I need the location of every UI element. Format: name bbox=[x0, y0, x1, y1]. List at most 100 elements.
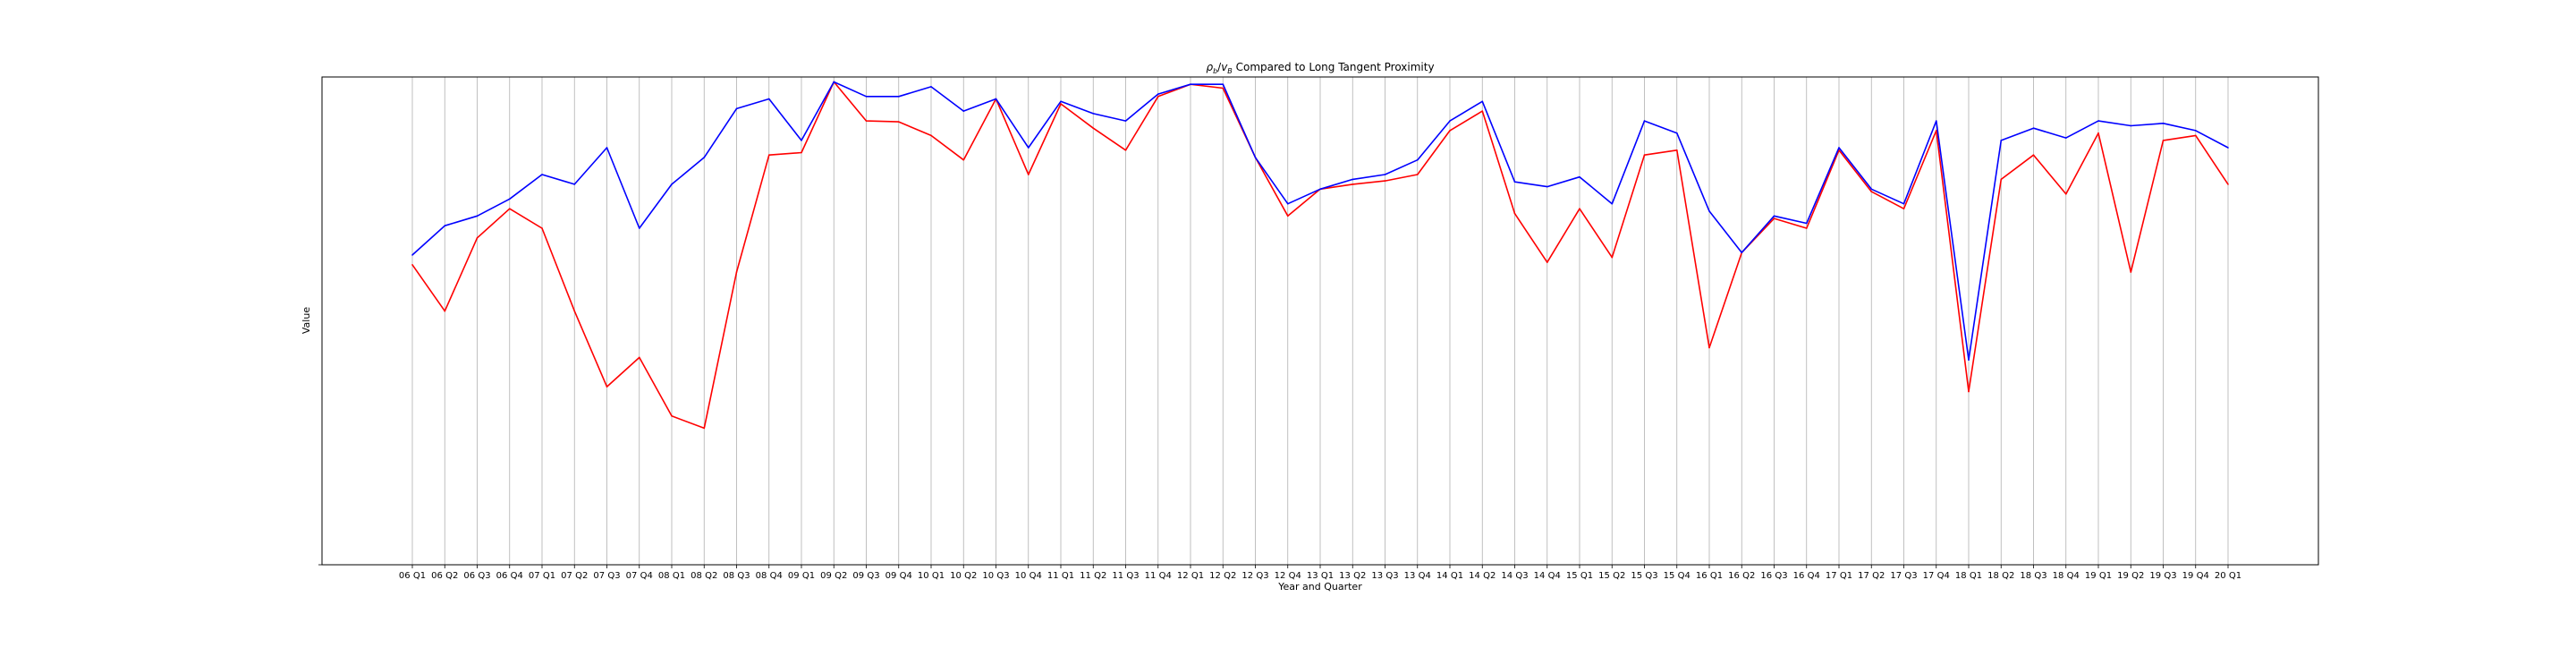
x-tick-label: 11 Q4 bbox=[1145, 571, 1172, 581]
x-tick-label: 15 Q4 bbox=[1664, 571, 1690, 581]
data-point bbox=[606, 386, 608, 388]
data-point bbox=[2162, 122, 2165, 124]
x-tick-label: 13 Q4 bbox=[1404, 571, 1431, 581]
data-point bbox=[833, 81, 835, 83]
data-point bbox=[508, 208, 511, 209]
data-point bbox=[703, 157, 706, 158]
data-point bbox=[2130, 271, 2132, 273]
data-point bbox=[703, 427, 706, 430]
data-point bbox=[1513, 181, 1516, 183]
data-point bbox=[1708, 210, 1710, 212]
x-tick-label: 12 Q4 bbox=[1275, 571, 1301, 581]
x-axis-label: Year and Quarter bbox=[1277, 581, 1362, 593]
data-point bbox=[1092, 113, 1095, 115]
data-point bbox=[1902, 202, 1905, 205]
data-point bbox=[508, 198, 511, 200]
data-point bbox=[2162, 140, 2165, 141]
data-point bbox=[1611, 256, 1614, 259]
data-point bbox=[1319, 188, 1321, 191]
data-point bbox=[2194, 134, 2197, 137]
data-point bbox=[541, 227, 543, 229]
data-point bbox=[930, 86, 932, 88]
data-point bbox=[1416, 174, 1419, 175]
x-tick-label: 11 Q2 bbox=[1080, 571, 1106, 581]
data-point bbox=[897, 96, 900, 98]
data-point bbox=[573, 183, 576, 185]
data-point bbox=[411, 264, 413, 266]
data-point bbox=[2097, 132, 2099, 134]
data-point bbox=[606, 147, 608, 149]
data-point bbox=[930, 134, 932, 137]
data-point bbox=[2227, 147, 2229, 149]
data-point bbox=[1579, 175, 1580, 178]
data-point bbox=[1481, 110, 1484, 112]
x-tick-label: 19 Q3 bbox=[2149, 571, 2176, 581]
x-tick-label: 06 Q3 bbox=[463, 571, 490, 581]
x-tick-label: 19 Q4 bbox=[2182, 571, 2209, 581]
data-point bbox=[1773, 215, 1775, 217]
x-tick-label: 17 Q3 bbox=[1890, 571, 1917, 581]
x-tick-label: 06 Q1 bbox=[399, 571, 426, 581]
data-point bbox=[962, 158, 965, 161]
x-tick-label: 17 Q2 bbox=[1858, 571, 1885, 581]
data-point bbox=[1060, 100, 1062, 103]
data-point bbox=[1902, 208, 1905, 209]
chart-title: ρb/vB Compared to Long Tangent Proximity bbox=[1206, 61, 1434, 75]
x-tick-label: 19 Q2 bbox=[2117, 571, 2144, 581]
data-point bbox=[1546, 185, 1548, 188]
title-v-sub: B bbox=[1227, 67, 1233, 75]
x-tick-label: 12 Q1 bbox=[1177, 571, 1204, 581]
data-point bbox=[1546, 261, 1548, 263]
x-tick-label: 18 Q1 bbox=[1955, 571, 1982, 581]
data-point bbox=[1935, 120, 1937, 122]
x-tick-label: 16 Q3 bbox=[1760, 571, 1787, 581]
x-tick-label: 19 Q1 bbox=[2085, 571, 2112, 581]
title-v: v bbox=[1221, 61, 1228, 73]
x-tick-label: 09 Q1 bbox=[788, 571, 815, 581]
data-point bbox=[638, 227, 640, 229]
title-rho-sub: b bbox=[1213, 67, 1217, 75]
x-tick-label: 10 Q3 bbox=[982, 571, 1009, 581]
x-tick-label: 16 Q1 bbox=[1696, 571, 1723, 581]
x-tick-label: 17 Q1 bbox=[1826, 571, 1852, 581]
data-point bbox=[2227, 183, 2229, 185]
data-point bbox=[1773, 217, 1775, 219]
data-point bbox=[2194, 130, 2197, 132]
data-point bbox=[1384, 174, 1386, 175]
data-point bbox=[1286, 215, 1289, 217]
x-tick-label: 13 Q1 bbox=[1307, 571, 1334, 581]
x-tick-label: 20 Q1 bbox=[2215, 571, 2241, 581]
data-point bbox=[767, 154, 770, 156]
x-tick-label: 15 Q3 bbox=[1631, 571, 1657, 581]
data-point bbox=[1741, 252, 1743, 254]
data-point bbox=[1870, 191, 1873, 192]
x-tick-label: 08 Q3 bbox=[723, 571, 750, 581]
data-point bbox=[476, 237, 479, 239]
data-point bbox=[1708, 346, 1710, 349]
x-tick-label: 10 Q2 bbox=[950, 571, 977, 581]
x-tick-label: 13 Q3 bbox=[1371, 571, 1398, 581]
data-point bbox=[638, 356, 640, 359]
data-point bbox=[865, 120, 868, 122]
data-point bbox=[1222, 87, 1224, 90]
x-tick-label: 18 Q4 bbox=[2053, 571, 2080, 581]
x-tick-label: 08 Q2 bbox=[691, 571, 717, 581]
x-tick-label: 14 Q1 bbox=[1436, 571, 1463, 581]
data-point bbox=[1449, 130, 1451, 132]
data-point bbox=[1805, 227, 1808, 229]
data-point bbox=[2032, 154, 2035, 156]
data-point bbox=[2000, 178, 2003, 181]
data-point bbox=[1157, 93, 1159, 95]
data-point bbox=[1935, 130, 1937, 132]
series-lines bbox=[411, 81, 2229, 430]
data-point bbox=[1157, 96, 1159, 98]
data-point bbox=[2032, 127, 2035, 130]
data-point bbox=[1352, 178, 1354, 181]
data-point bbox=[444, 310, 446, 312]
data-point bbox=[2097, 120, 2099, 122]
x-tick-label: 10 Q4 bbox=[1015, 571, 1042, 581]
data-point bbox=[1060, 103, 1062, 105]
data-point bbox=[1286, 202, 1289, 205]
data-point bbox=[1968, 359, 1970, 361]
